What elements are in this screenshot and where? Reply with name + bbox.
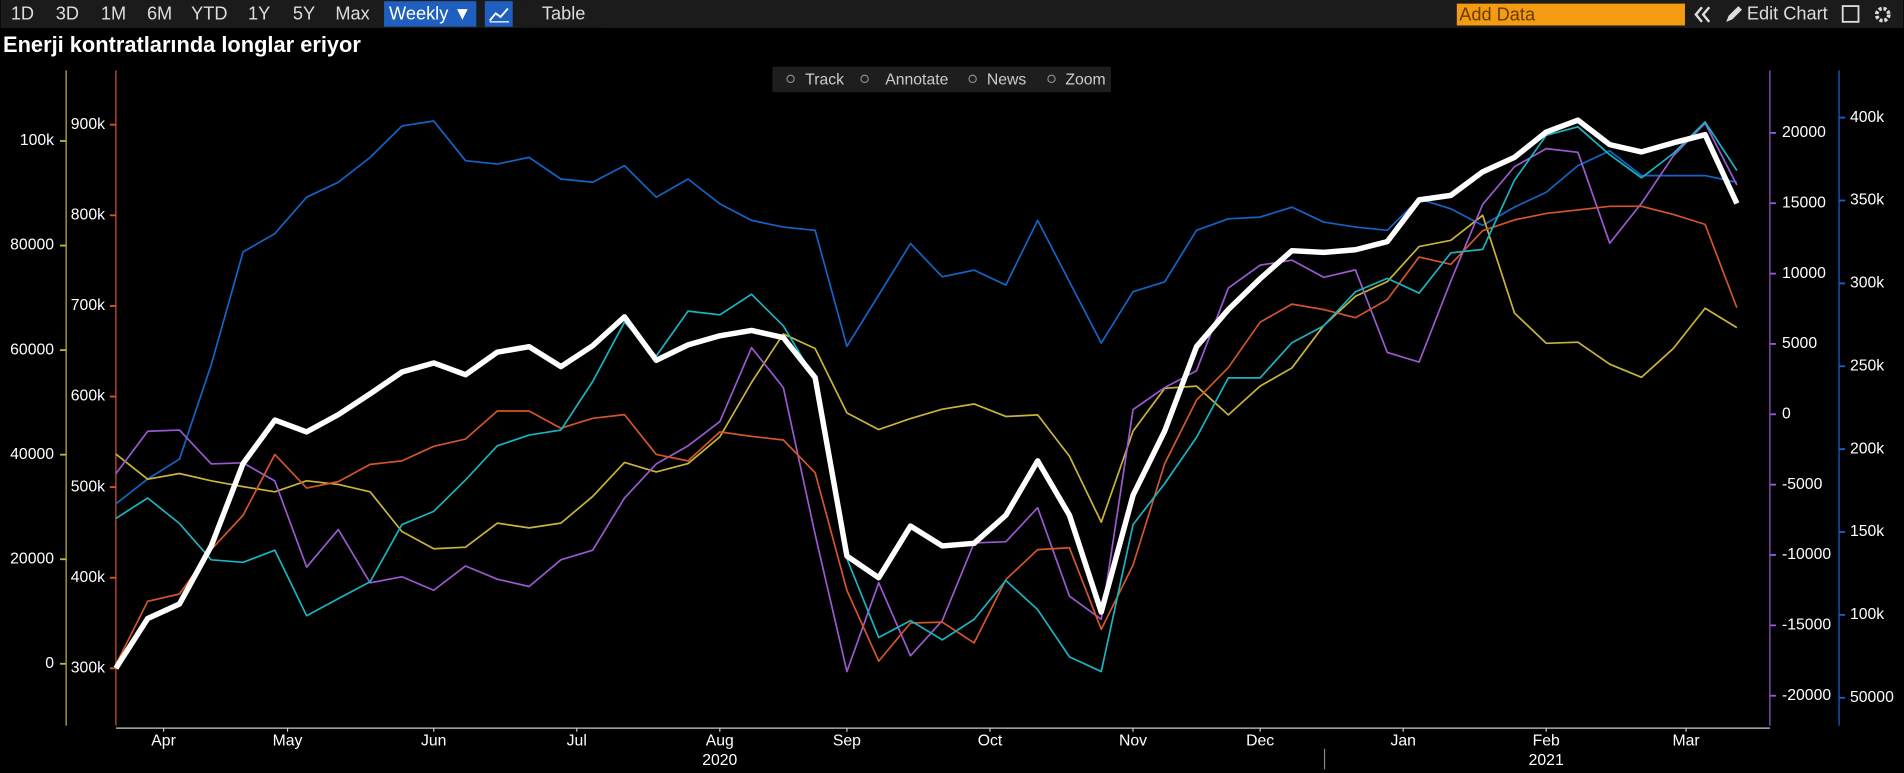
x-tick-label: Mar bbox=[1672, 733, 1699, 750]
collapse-icon[interactable] bbox=[1694, 6, 1703, 23]
x-tick-label: Feb bbox=[1533, 733, 1560, 750]
y-tick-label: 10000 bbox=[1782, 265, 1826, 282]
tool-icon bbox=[1047, 74, 1056, 84]
chart-tools-group: Track Annotate News Zoom bbox=[786, 71, 1106, 88]
tool-button[interactable]: Zoom bbox=[1065, 71, 1105, 88]
y-tick-label: 600k bbox=[71, 388, 105, 405]
table-label: Table bbox=[542, 3, 585, 23]
period-button[interactable]: 1M bbox=[101, 3, 126, 23]
series-line bbox=[113, 117, 1740, 670]
y-tick-label: 40000 bbox=[10, 446, 54, 463]
x-tick-label: Dec bbox=[1246, 733, 1274, 750]
series-line bbox=[115, 122, 1738, 673]
period-button[interactable]: Max bbox=[335, 3, 369, 23]
y-tick-label: 150k bbox=[1850, 523, 1884, 540]
x-tick-label: Jun bbox=[421, 733, 446, 750]
frequency-label: Weekly ▼ bbox=[389, 3, 471, 23]
period-button[interactable]: 5Y bbox=[293, 3, 315, 23]
x-tick-label: May bbox=[273, 733, 303, 750]
y-tick-label: 0 bbox=[45, 655, 54, 672]
tool-button[interactable]: News bbox=[987, 71, 1027, 88]
y-tick-label: -10000 bbox=[1782, 546, 1831, 563]
tool-icon bbox=[968, 74, 977, 84]
chart-type-button[interactable] bbox=[484, 1, 513, 27]
tool-button[interactable]: Track bbox=[805, 71, 844, 88]
y-tick-label: 900k bbox=[71, 116, 105, 133]
y-tick-label: 100k bbox=[1850, 606, 1884, 623]
y-tick-label: -5000 bbox=[1782, 476, 1823, 493]
chart-type-icon bbox=[488, 7, 509, 22]
period-button[interactable]: YTD bbox=[191, 3, 227, 23]
x-tick-label: Nov bbox=[1119, 733, 1147, 750]
y-tick-label: 800k bbox=[71, 206, 105, 223]
y-tick-label: 60000 bbox=[10, 341, 54, 358]
x-tick-label: Jan bbox=[1390, 733, 1415, 750]
y-tick-label: 15000 bbox=[1782, 194, 1826, 211]
period-button[interactable]: 6M bbox=[147, 3, 172, 23]
series-line bbox=[115, 214, 1738, 550]
period-button[interactable]: 1Y bbox=[248, 3, 270, 23]
y-tick-label: 0 bbox=[1782, 405, 1791, 422]
y-tick-label: 50000 bbox=[1850, 689, 1894, 706]
frequency-button[interactable] bbox=[384, 1, 477, 27]
y-tick-label: 20000 bbox=[1782, 124, 1826, 141]
collapse-icon[interactable] bbox=[1701, 6, 1711, 23]
period-buttons: 1D 3D 1M 6M YTD 1Y 5Y Max bbox=[11, 3, 370, 23]
year-label: 2020 bbox=[702, 752, 737, 769]
tool-button[interactable]: Annotate bbox=[885, 71, 948, 88]
y-tick-label: -20000 bbox=[1782, 687, 1831, 704]
y-tick-label: 700k bbox=[71, 297, 105, 314]
add-data-placeholder: Add Data bbox=[1459, 5, 1536, 25]
x-tick-label: Aug bbox=[706, 733, 734, 750]
edit-icon bbox=[1726, 6, 1742, 22]
y-tick-label: 5000 bbox=[1782, 335, 1817, 352]
x-tick-label: Sep bbox=[833, 733, 861, 750]
y-tick-label: 200k bbox=[1850, 440, 1884, 457]
y-tick-label: 400k bbox=[1850, 109, 1884, 126]
y-tick-label: 300k bbox=[71, 659, 105, 676]
chart-title: Enerji kontratlarında longlar eriyor bbox=[3, 32, 361, 57]
edit-chart-label[interactable]: Edit Chart bbox=[1747, 3, 1828, 23]
settings-icon[interactable] bbox=[1874, 6, 1891, 23]
y-tick-label: 80000 bbox=[10, 237, 54, 254]
series-line bbox=[115, 205, 1738, 666]
y-tick-label: 20000 bbox=[10, 550, 54, 567]
add-data-input[interactable] bbox=[1456, 3, 1685, 26]
y-tick-label: 300k bbox=[1850, 275, 1884, 292]
y-tick-label: 100k bbox=[20, 132, 54, 149]
period-button[interactable]: 1D bbox=[11, 3, 34, 23]
year-label: 2021 bbox=[1529, 752, 1564, 769]
x-tick-label: Jul bbox=[567, 733, 587, 750]
series-line bbox=[115, 120, 1738, 505]
tool-icon bbox=[786, 74, 795, 84]
x-tick-label: Oct bbox=[978, 733, 1003, 750]
x-tick-label: Apr bbox=[151, 733, 176, 750]
period-button[interactable]: 3D bbox=[56, 3, 79, 23]
y-tick-label: 400k bbox=[71, 569, 105, 586]
tool-icon bbox=[860, 74, 869, 84]
y-tick-label: 500k bbox=[71, 478, 105, 495]
edit-icon[interactable] bbox=[1841, 5, 1860, 23]
table-button[interactable] bbox=[522, 1, 603, 27]
y-tick-label: 350k bbox=[1850, 192, 1884, 209]
y-tick-label: 250k bbox=[1850, 357, 1884, 374]
series-line bbox=[115, 121, 1738, 673]
y-tick-label: -15000 bbox=[1782, 617, 1831, 634]
